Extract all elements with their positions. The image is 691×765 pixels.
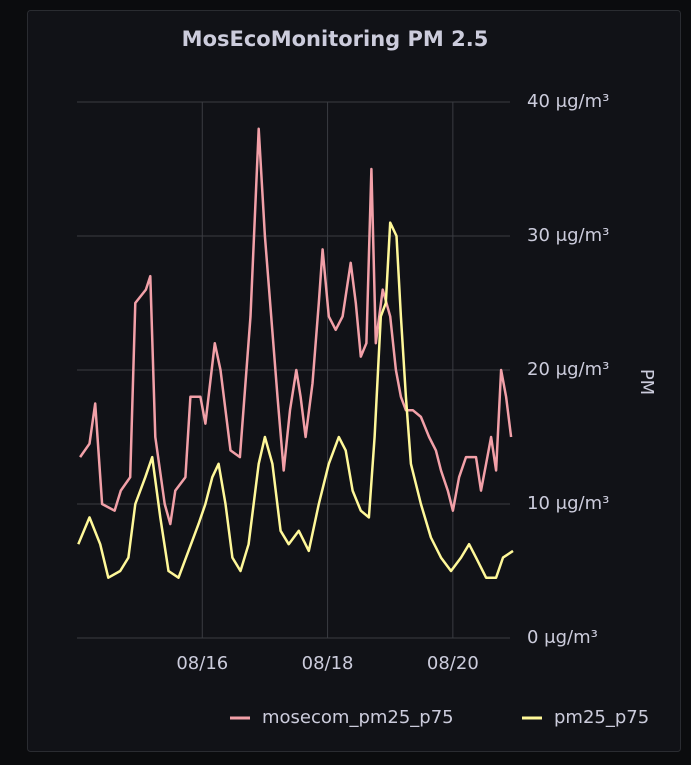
series-line	[77, 221, 514, 579]
y-axis-label: PM	[636, 369, 657, 395]
x-tick-label: 08/16	[176, 653, 228, 674]
x-tick-label: 08/18	[302, 653, 354, 674]
legend-label: mosecom_pm25_p75	[262, 707, 454, 728]
x-tick-label: 08/20	[427, 653, 479, 674]
y-tick-label: 40 μg/m³	[527, 91, 609, 112]
y-tick-label: 20 μg/m³	[527, 359, 609, 380]
legend-label: pm25_p75	[554, 707, 649, 728]
series-line	[79, 127, 513, 526]
panel	[27, 10, 681, 752]
y-tick-label: 10 μg/m³	[527, 493, 609, 514]
chart-title: MosEcoMonitoring PM 2.5	[182, 27, 489, 51]
y-tick-label: 30 μg/m³	[527, 225, 609, 246]
y-tick-label: 0 μg/m³	[527, 627, 598, 648]
